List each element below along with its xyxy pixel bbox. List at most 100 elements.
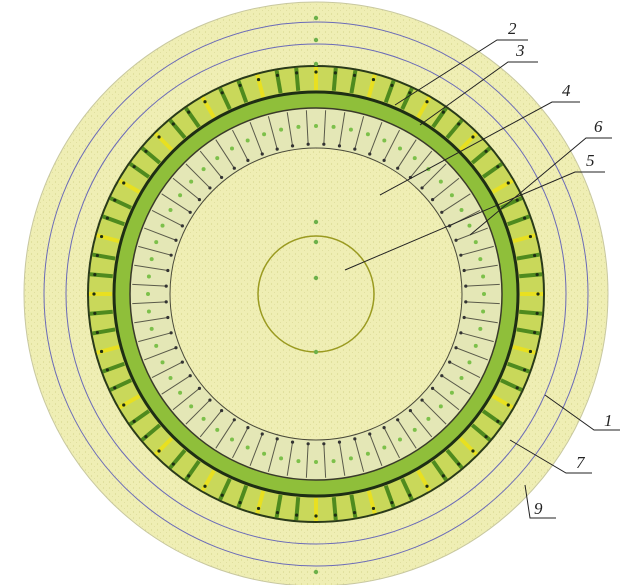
node bbox=[95, 330, 99, 335]
node bbox=[295, 513, 299, 517]
node bbox=[230, 146, 234, 151]
node bbox=[462, 268, 466, 273]
node bbox=[154, 343, 159, 348]
rotor-bar bbox=[354, 116, 365, 150]
node bbox=[457, 122, 461, 126]
node bbox=[296, 124, 301, 129]
node bbox=[382, 138, 387, 143]
node bbox=[412, 427, 417, 432]
node bbox=[368, 432, 372, 436]
node bbox=[188, 210, 192, 214]
node bbox=[314, 70, 318, 74]
node bbox=[166, 268, 170, 273]
node bbox=[420, 398, 424, 402]
node bbox=[449, 193, 454, 198]
rotor-bar bbox=[369, 122, 383, 155]
node bbox=[331, 459, 336, 464]
node bbox=[467, 223, 472, 228]
rotor-bar bbox=[421, 399, 447, 425]
rotor-bar bbox=[134, 264, 168, 272]
node bbox=[180, 360, 184, 364]
node bbox=[238, 83, 242, 87]
rotor-bar bbox=[455, 347, 488, 361]
node bbox=[203, 484, 207, 488]
node bbox=[144, 435, 148, 439]
rotor-bar bbox=[383, 129, 400, 161]
node bbox=[132, 165, 136, 169]
rotor-bar bbox=[338, 442, 346, 476]
node bbox=[187, 474, 191, 478]
node bbox=[478, 257, 483, 262]
rotor-bar bbox=[338, 112, 346, 146]
node bbox=[313, 569, 319, 575]
node bbox=[454, 346, 458, 350]
node bbox=[412, 156, 417, 161]
rotor-bar bbox=[249, 433, 263, 466]
node bbox=[157, 135, 161, 139]
rotor-bar bbox=[138, 332, 172, 343]
node bbox=[313, 61, 319, 67]
rotor-bar bbox=[383, 427, 400, 459]
rotor-bar bbox=[199, 410, 222, 438]
node bbox=[113, 386, 117, 390]
node bbox=[146, 309, 151, 314]
node bbox=[471, 135, 475, 139]
node bbox=[230, 437, 234, 442]
node bbox=[232, 166, 236, 170]
rotor-bar bbox=[185, 399, 211, 425]
node bbox=[290, 440, 295, 444]
node bbox=[398, 146, 402, 151]
rotor-bar bbox=[441, 375, 471, 395]
rotor-bar bbox=[397, 139, 417, 169]
node bbox=[262, 132, 267, 137]
node bbox=[279, 456, 284, 461]
label: 3 bbox=[515, 41, 525, 60]
rotor-bar bbox=[354, 438, 365, 472]
node bbox=[197, 198, 202, 202]
node bbox=[484, 435, 488, 439]
node bbox=[275, 437, 279, 441]
rotor-bar bbox=[441, 193, 471, 213]
rotor-bar bbox=[161, 193, 191, 213]
rotor-bar bbox=[464, 264, 498, 272]
node bbox=[430, 198, 435, 202]
node bbox=[535, 273, 539, 277]
node bbox=[348, 127, 353, 132]
node bbox=[333, 71, 337, 75]
rotor-bar bbox=[132, 283, 167, 287]
rotor-bar bbox=[267, 438, 278, 472]
node bbox=[256, 506, 261, 511]
node bbox=[441, 110, 445, 114]
node bbox=[93, 311, 97, 315]
node bbox=[93, 273, 97, 277]
node bbox=[459, 331, 463, 335]
node bbox=[149, 257, 154, 262]
node bbox=[337, 144, 342, 148]
rotor-bar bbox=[185, 163, 211, 189]
rotor-bar bbox=[138, 245, 172, 256]
node bbox=[368, 152, 372, 156]
node bbox=[122, 181, 126, 185]
node bbox=[164, 284, 168, 288]
node bbox=[313, 219, 319, 225]
node bbox=[256, 77, 261, 82]
rotor-bar bbox=[151, 361, 183, 378]
node bbox=[482, 292, 486, 296]
node bbox=[174, 346, 178, 350]
rotor-bar bbox=[144, 227, 177, 241]
node bbox=[313, 15, 319, 21]
rotor-bar bbox=[323, 110, 327, 145]
node bbox=[178, 390, 183, 395]
node bbox=[515, 198, 519, 202]
node bbox=[168, 376, 173, 380]
node bbox=[220, 91, 224, 95]
node bbox=[160, 360, 165, 365]
node bbox=[174, 238, 178, 242]
node bbox=[506, 181, 510, 185]
node bbox=[408, 493, 412, 497]
node bbox=[425, 100, 429, 104]
rotor-bar bbox=[455, 227, 488, 241]
node bbox=[440, 210, 444, 214]
node bbox=[459, 376, 464, 380]
